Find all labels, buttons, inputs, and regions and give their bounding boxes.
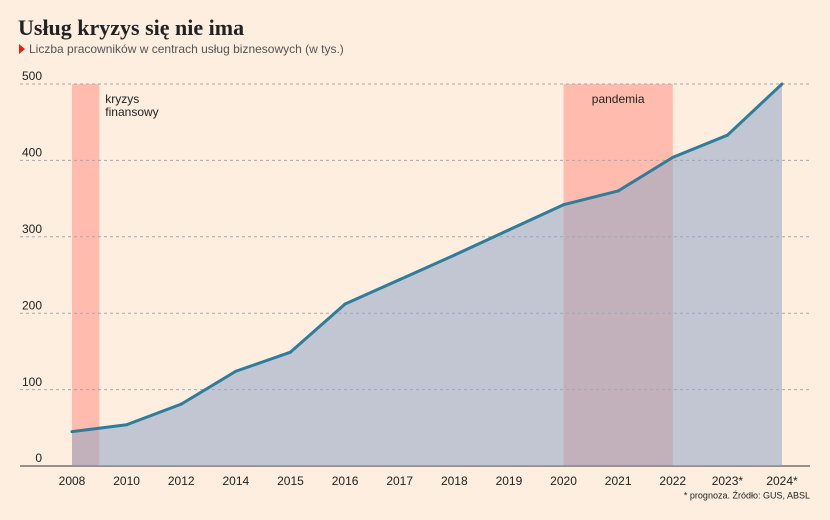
line bbox=[71, 82, 784, 434]
region-label-line: kryzys bbox=[105, 92, 139, 106]
y-tick-label: 200 bbox=[22, 298, 42, 312]
x-tick-label: 2010 bbox=[113, 474, 140, 488]
y-tick-label: 400 bbox=[22, 146, 42, 160]
x-tick-label: 2015 bbox=[277, 474, 304, 488]
x-tick-label: 2021 bbox=[605, 474, 632, 488]
data-point bbox=[288, 350, 292, 354]
y-tick-label: 100 bbox=[22, 375, 42, 389]
x-tick-label: 2024* bbox=[766, 474, 798, 488]
data-point bbox=[780, 82, 784, 86]
x-tick-label: 2020 bbox=[550, 474, 577, 488]
data-point bbox=[452, 253, 456, 257]
y-tick-label: 0 bbox=[35, 451, 42, 465]
x-tick-label: 2008 bbox=[59, 474, 86, 488]
footnote: * prognoza. Źródło: GUS, ABSL bbox=[684, 490, 810, 500]
shaded-region bbox=[72, 84, 100, 466]
data-point bbox=[234, 369, 238, 373]
region-label-line: finansowy bbox=[105, 105, 158, 119]
data-point bbox=[343, 302, 347, 306]
region-label: kryzys finansowy bbox=[105, 92, 158, 119]
data-point bbox=[398, 278, 402, 282]
chart-title: Usług kryzys się nie ima bbox=[18, 15, 244, 40]
data-point bbox=[562, 203, 566, 207]
data-point bbox=[616, 189, 620, 193]
x-tick-label: 2022 bbox=[659, 474, 686, 488]
region-label-line: pandemia bbox=[592, 92, 645, 106]
data-point bbox=[671, 155, 675, 159]
x-tick-label: 2016 bbox=[332, 474, 359, 488]
x-tick-label: 2017 bbox=[386, 474, 413, 488]
x-tick-label: 2018 bbox=[441, 474, 468, 488]
data-point bbox=[725, 133, 729, 137]
data-point bbox=[179, 402, 183, 406]
x-tick-label: 2019 bbox=[496, 474, 523, 488]
data-point bbox=[507, 228, 511, 232]
data-point bbox=[70, 430, 74, 434]
chart-subtitle: Liczba pracowników w centrach usług bizn… bbox=[29, 42, 344, 56]
area bbox=[72, 84, 782, 466]
subtitle-marker bbox=[19, 44, 25, 54]
region-label: pandemia bbox=[592, 92, 645, 106]
data-point bbox=[125, 423, 129, 427]
y-tick-label: 300 bbox=[22, 222, 42, 236]
x-tick-label: 2023* bbox=[712, 474, 744, 488]
x-tick-label: 2014 bbox=[222, 474, 249, 488]
y-tick-label: 500 bbox=[22, 69, 42, 83]
x-tick-label: 2012 bbox=[168, 474, 195, 488]
